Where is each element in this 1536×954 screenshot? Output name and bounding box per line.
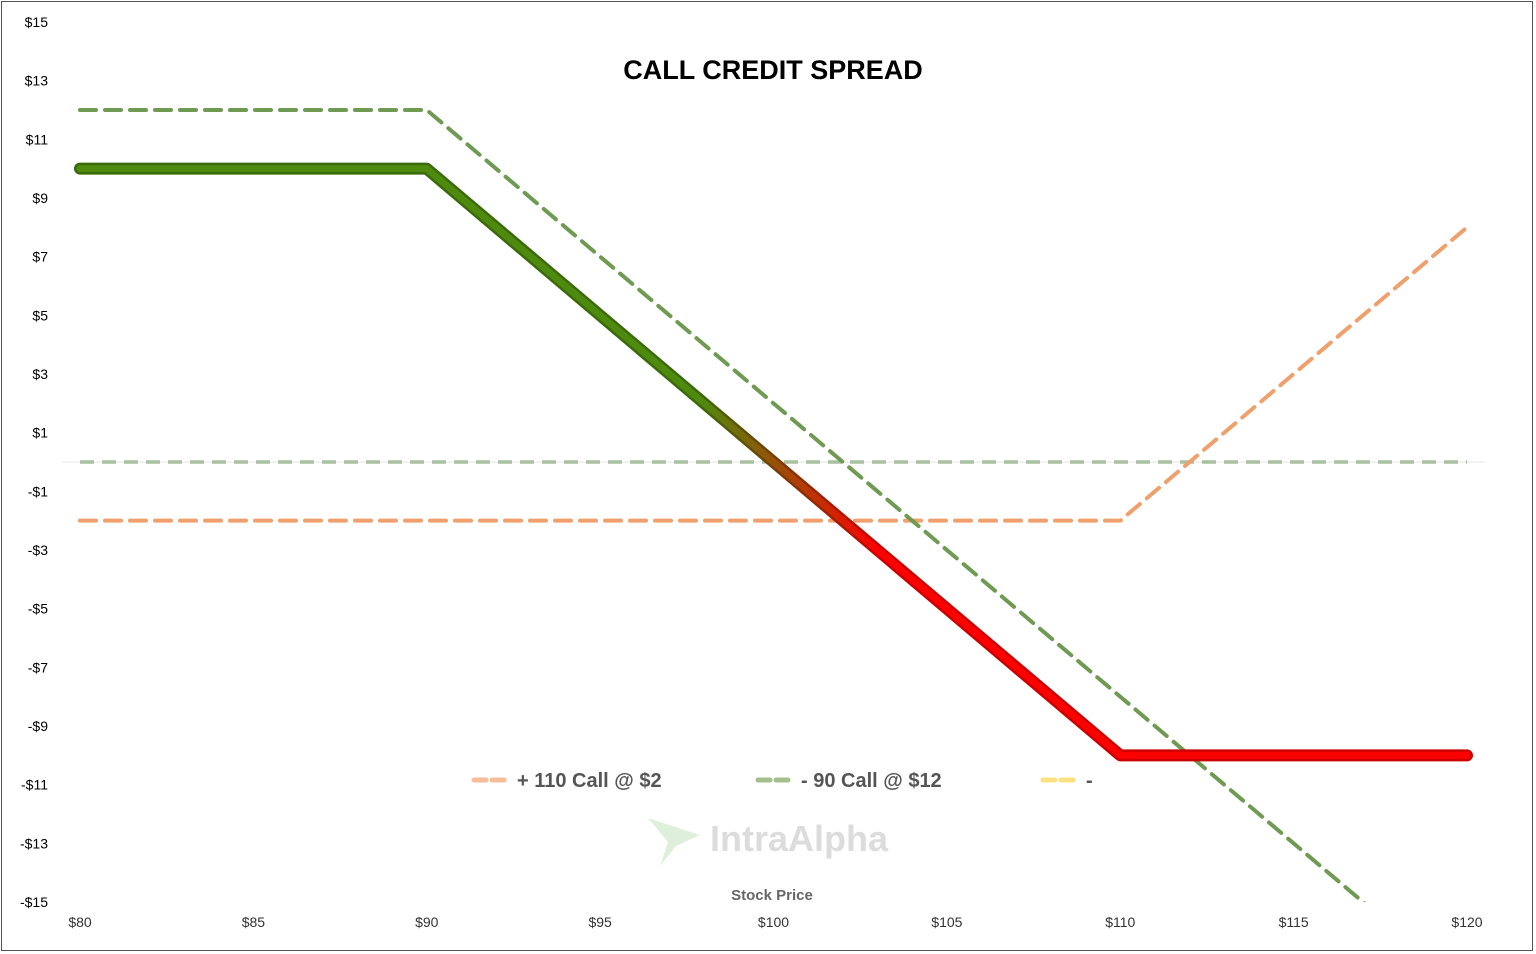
series-line-0 (78, 225, 1469, 523)
y-tick-label: -$1 (28, 483, 48, 499)
x-tick-label: $85 (242, 914, 266, 930)
watermark-text: IntraAlpha (710, 818, 889, 859)
x-tick-label: $100 (758, 914, 789, 930)
legend-item-2: - (1040, 770, 1093, 792)
y-tick-label: $11 (26, 131, 49, 147)
y-tick-label: -$7 (28, 659, 48, 675)
y-tick-label: $9 (32, 190, 48, 206)
legend-label: - 90 Call @ $12 (801, 770, 942, 792)
y-tick-label: $5 (32, 307, 48, 323)
y-tick-label: $13 (25, 73, 49, 89)
y-tick-label: $7 (32, 249, 48, 265)
x-tick-label: $115 (1279, 914, 1309, 930)
y-tick-label: $1 (32, 425, 48, 441)
watermark-logo: IntraAlpha (648, 818, 889, 866)
x-tick-label: $110 (1105, 914, 1135, 930)
y-tick-label: -$11 (21, 777, 48, 793)
x-tick-label: $105 (931, 914, 962, 930)
y-tick-label: -$3 (28, 542, 48, 558)
x-axis-label: Stock Price (731, 887, 813, 904)
legend-label: - (1086, 770, 1093, 792)
y-tick-label: -$5 (28, 601, 48, 617)
y-tick-label: -$9 (28, 718, 48, 734)
y-tick-label: -$13 (20, 835, 48, 851)
x-tick-label: $120 (1451, 914, 1482, 930)
legend-label: + 110 Call @ $2 (517, 770, 662, 792)
series-line-1 (78, 108, 1367, 902)
y-tick-label: $15 (25, 14, 49, 30)
x-tick-label: $90 (415, 914, 439, 930)
net-payoff-line (76, 165, 1471, 759)
chart-title: CALL CREDIT SPREAD (623, 55, 923, 85)
legend-item-0: + 110 Call @ $2 (471, 770, 662, 792)
y-tick-label: -$15 (20, 894, 48, 910)
y-tick-label: $3 (32, 366, 48, 382)
x-tick-label: $95 (588, 914, 612, 930)
x-tick-label: $80 (68, 914, 92, 930)
legend-item-1: - 90 Call @ $12 (755, 770, 942, 792)
